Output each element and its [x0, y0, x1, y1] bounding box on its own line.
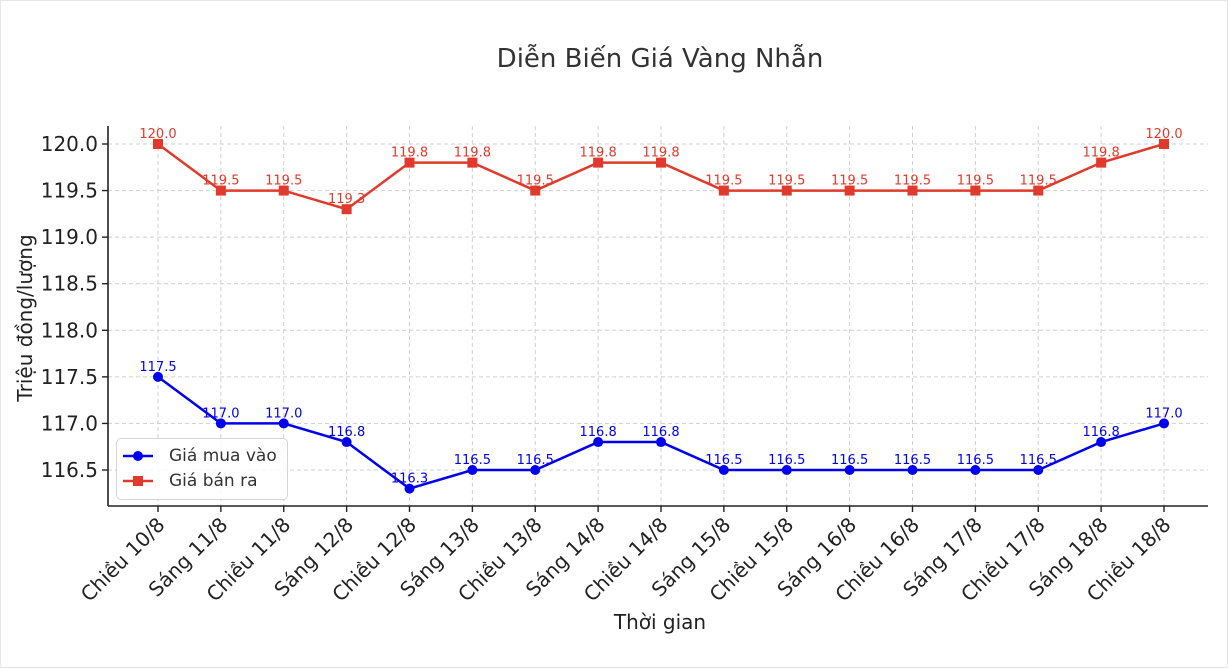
data-point-buy: [153, 371, 163, 382]
chart-title: Diễn Biến Giá Vàng Nhẫn: [496, 44, 824, 74]
data-label-buy: 117.0: [265, 406, 302, 421]
legend-swatch-sell: [123, 476, 153, 486]
y-tick-label: 119.5: [41, 179, 98, 203]
data-point-buy: [593, 437, 604, 448]
data-label-sell: 119.8: [391, 146, 428, 161]
data-label-buy: 116.3: [391, 472, 428, 487]
legend-item-buy: Giá mua vào: [117, 444, 277, 468]
data-label-sell: 120.0: [1145, 127, 1182, 142]
data-point-sell: [530, 185, 541, 196]
data-point-sell: [153, 139, 163, 149]
legend-label-buy: Giá mua vào: [169, 446, 277, 466]
data-label-sell: 119.5: [957, 174, 994, 189]
data-label-sell: 119.5: [202, 174, 239, 189]
data-label-buy: 116.5: [705, 453, 742, 468]
data-point-buy: [467, 465, 478, 475]
y-tick-label: 118.5: [41, 272, 98, 296]
data-label-buy: 116.8: [328, 425, 365, 440]
data-point-sell: [593, 157, 604, 168]
data-label-sell: 119.5: [705, 174, 742, 189]
data-point-sell: [1096, 157, 1107, 168]
data-point-sell: [718, 185, 729, 196]
data-label-buy: 116.5: [517, 453, 554, 468]
data-point-sell: [1033, 185, 1044, 196]
legend: Giá mua vào Giá bán ra: [116, 438, 288, 500]
data-point-buy: [907, 465, 918, 475]
data-label-buy: 116.8: [642, 425, 679, 440]
data-point-buy: [1159, 418, 1169, 429]
data-point-buy: [404, 483, 415, 494]
data-point-buy: [1096, 437, 1107, 448]
data-point-sell: [970, 185, 981, 196]
data-point-buy: [530, 465, 541, 475]
data-point-sell: [656, 157, 666, 168]
data-label-sell: 119.5: [265, 174, 302, 189]
data-label-buy: 116.5: [831, 453, 868, 468]
data-point-buy: [341, 437, 352, 448]
y-tick-label: 119.0: [41, 225, 98, 249]
y-tick-label: 120.0: [41, 132, 98, 156]
legend-item-sell: Giá bán ra: [117, 469, 258, 493]
data-point-sell: [781, 185, 792, 196]
data-label-buy: 116.8: [580, 425, 617, 440]
y-ticks: 116.5 117.0 117.5 118.0 118.5 119.0 119.5 120.0: [41, 132, 108, 482]
data-label-buy: 116.5: [894, 453, 931, 468]
data-point-sell: [404, 157, 415, 168]
data-label-sell: 119.8: [454, 146, 491, 161]
data-point-buy: [1033, 465, 1044, 475]
data-point-sell: [341, 204, 352, 215]
data-point-sell: [1159, 139, 1169, 149]
data-point-sell: [278, 185, 289, 196]
data-point-sell: [215, 185, 226, 196]
y-tick-label: 118.0: [41, 318, 98, 342]
data-label-buy: 117.0: [202, 406, 239, 421]
data-point-buy: [844, 465, 855, 475]
data-label-buy: 117.0: [1145, 406, 1182, 421]
series: 117.5 117.0 117.0 116.8 116.3 116.5 116.5 116.8…: [139, 127, 1183, 494]
y-tick-label: 117.0: [41, 411, 98, 435]
data-label-buy: 116.5: [1020, 453, 1057, 468]
x-axis-title: Thời gian: [613, 610, 706, 634]
data-label-sell: 119.8: [1083, 146, 1120, 161]
data-label-buy: 117.5: [139, 360, 176, 375]
legend-swatch-buy: [123, 451, 153, 461]
y-axis-title: Triệu đồng/lượng: [13, 234, 37, 402]
data-label-sell: 119.5: [1020, 174, 1057, 189]
data-point-buy: [970, 465, 981, 475]
data-point-buy: [718, 465, 729, 475]
data-label-sell: 119.8: [642, 146, 679, 161]
data-point-sell: [467, 157, 478, 168]
data-label-sell: 119.3: [328, 192, 365, 207]
y-tick-label: 117.5: [41, 365, 98, 389]
data-point-buy: [278, 418, 289, 429]
legend-label-sell: Giá bán ra: [169, 471, 258, 491]
data-label-sell: 119.5: [831, 174, 868, 189]
data-point-sell: [844, 185, 855, 196]
data-label-buy: 116.5: [957, 453, 994, 468]
data-label-sell: 119.8: [580, 146, 617, 161]
data-label-sell: 119.5: [768, 174, 805, 189]
data-label-buy: 116.5: [454, 453, 491, 468]
data-label-sell: 120.0: [139, 127, 176, 142]
data-label-sell: 119.5: [894, 174, 931, 189]
data-label-sell: 119.5: [517, 174, 554, 189]
data-label-buy: 116.8: [1083, 425, 1120, 440]
data-point-buy: [215, 418, 226, 429]
data-point-buy: [781, 465, 792, 475]
y-tick-label: 116.5: [41, 458, 98, 482]
data-point-buy: [656, 437, 666, 448]
data-point-sell: [907, 185, 918, 196]
data-label-buy: 116.5: [768, 453, 805, 468]
